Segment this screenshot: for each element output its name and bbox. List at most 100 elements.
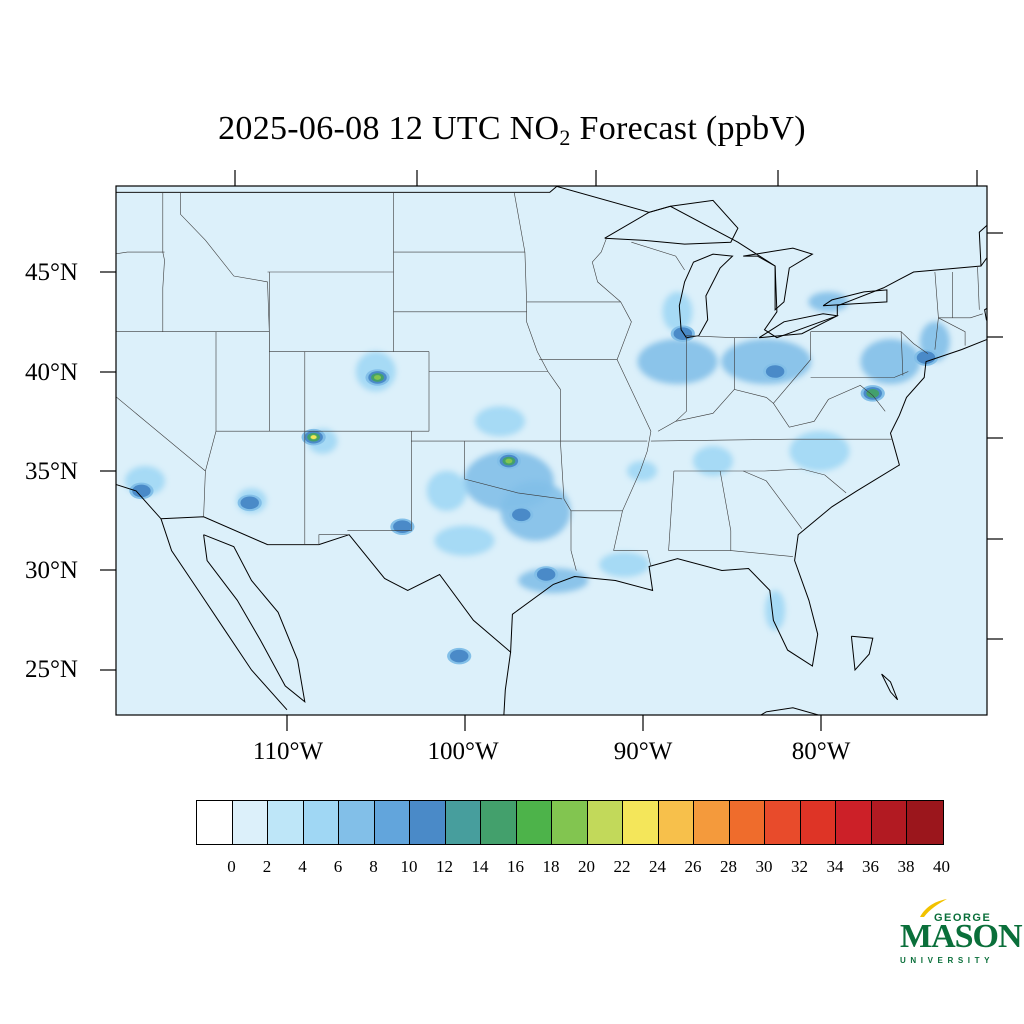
- colorbar-tick-label: 10: [400, 857, 418, 876]
- lat-label-40: 40°N: [24, 359, 78, 386]
- colorbar-tick-label: 40: [933, 857, 950, 876]
- coastline-segment: [850, 635, 874, 672]
- state-boundary: [743, 470, 803, 529]
- state-boundaries: [116, 192, 983, 571]
- coastline-segment: [758, 313, 839, 339]
- coastline-segment: [503, 652, 512, 715]
- state-boundary: [513, 192, 577, 571]
- hotspot-chicago: [673, 327, 693, 340]
- colorbar-tick-label: 18: [542, 857, 560, 876]
- colorbar-swatch: [694, 801, 730, 844]
- state-boundary: [116, 251, 165, 255]
- colorbar-tick-label: 12: [436, 857, 453, 876]
- coastline-segment: [604, 199, 739, 245]
- hotspot-seattle: [59, 214, 77, 227]
- colorbar-swatch: [481, 801, 517, 844]
- hotspot-permian-basin: [393, 520, 412, 534]
- colorbar-tick-label: 0: [227, 857, 236, 876]
- state-boundary: [938, 313, 983, 319]
- hotspot-layer: [57, 144, 939, 790]
- state-boundary: [203, 331, 217, 517]
- axis-ticks: [100, 170, 1003, 731]
- colorbar-swatch: [516, 801, 552, 844]
- colorbar-swatch: [623, 801, 659, 844]
- state-boundary: [673, 468, 847, 494]
- state-boundary: [977, 265, 980, 310]
- colorbar-tick-label: 2: [262, 857, 272, 876]
- title-prefix: 2025-06-08 12 UTC NO: [218, 110, 560, 147]
- lat-label-35: 35°N: [24, 458, 78, 485]
- colorbar: [196, 800, 944, 845]
- state-boundary: [180, 192, 270, 332]
- gmu-logo: GEORGE MASON UNIVERSITY: [898, 898, 1023, 970]
- hotspot-oklahoma-city: [505, 458, 513, 464]
- hotspot-seattle: [57, 212, 81, 229]
- colorbar-swatch: [729, 801, 765, 844]
- hotspot-calgary: [205, 146, 223, 159]
- state-boundary: [675, 389, 735, 422]
- lon-label-110w: 110°W: [252, 738, 324, 765]
- map-frame: [116, 186, 987, 715]
- colorbar-swatch: [339, 801, 375, 844]
- hotspot-denver: [374, 375, 382, 380]
- hotspot-new-york: [916, 351, 936, 364]
- state-boundary: [116, 396, 206, 472]
- coastline-segment: [743, 247, 814, 311]
- colorbar-tick-label: 30: [755, 857, 773, 876]
- state-boundary: [267, 534, 350, 545]
- no2-plume: [789, 431, 850, 472]
- no2-plume: [475, 406, 525, 437]
- coastline-segment: [160, 518, 288, 711]
- colorbar-swatch: [907, 801, 943, 844]
- state-boundary: [668, 470, 675, 551]
- hotspot-four-corners: [310, 435, 317, 440]
- hotspot-ohio-valley: [765, 365, 785, 378]
- coastline-segment: [203, 534, 306, 704]
- lon-label-90w: 90°W: [613, 738, 673, 765]
- state-boundary: [734, 331, 811, 404]
- colorbar-swatch: [374, 801, 410, 844]
- hotspot-houston: [536, 568, 556, 581]
- no2-plume: [64, 207, 84, 237]
- state-boundary: [938, 317, 966, 346]
- lat-label-30: 30°N: [24, 557, 78, 584]
- hotspot-mexico-city: [474, 777, 487, 786]
- no2-plume: [426, 470, 467, 511]
- no2-plume: [765, 590, 786, 631]
- colorbar-swatch: [587, 801, 623, 844]
- map-title: 2025-06-08 12 UTC NO2 Forecast (ppbV): [0, 110, 1024, 151]
- hotspot-calgary: [202, 144, 226, 161]
- hotspot-mexico-city: [478, 780, 484, 784]
- colorbar-swatch: [232, 801, 268, 844]
- no2-plume: [62, 381, 87, 441]
- colorbar-swatch: [268, 801, 304, 844]
- hotspot-mexico-city: [471, 775, 489, 788]
- colorbar-swatch: [303, 801, 339, 844]
- colorbar-tick-label: 20: [578, 857, 595, 876]
- colorbar-tick-label: 24: [649, 857, 666, 876]
- colorbar-tick-label: 26: [684, 857, 702, 876]
- no2-plume: [599, 552, 650, 578]
- logo-line-george: GEORGE: [934, 912, 992, 924]
- state-boundary: [900, 331, 904, 376]
- colorbar-tick-label: 16: [507, 857, 524, 876]
- hotspot-mexico-city: [477, 779, 484, 784]
- title-suffix: Forecast (ppbV): [570, 110, 806, 147]
- colorbar-tick-label: 22: [613, 857, 631, 876]
- colorbar-tick-label: 38: [897, 857, 915, 876]
- colorbar-swatch: [871, 801, 907, 844]
- coastline-segment: [0, 163, 49, 205]
- hotspot-dallas: [512, 508, 531, 522]
- no2-plume: [627, 461, 657, 481]
- no2-plume: [693, 446, 733, 477]
- hotspot-calgary: [208, 148, 221, 157]
- colorbar-swatch: [197, 801, 233, 844]
- state-boundary: [613, 550, 652, 567]
- state-boundary: [347, 431, 412, 531]
- no2-plume: [205, 140, 245, 165]
- state-boundary: [591, 238, 621, 303]
- colorbar-tick-label: 36: [862, 857, 879, 876]
- hotspot-mexico-city: [468, 773, 492, 790]
- hotspot-los-angeles: [132, 484, 151, 498]
- state-boundary: [631, 241, 685, 271]
